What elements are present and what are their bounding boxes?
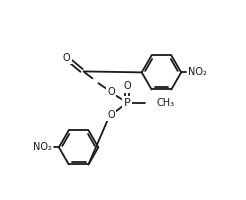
- Text: O: O: [107, 87, 115, 97]
- Text: O: O: [63, 53, 71, 63]
- Text: O: O: [123, 81, 131, 91]
- Text: NO₂: NO₂: [33, 142, 52, 152]
- Text: P: P: [123, 98, 130, 108]
- Text: NO₂: NO₂: [188, 67, 207, 77]
- Text: O: O: [107, 110, 115, 120]
- Text: CH₃: CH₃: [156, 98, 175, 108]
